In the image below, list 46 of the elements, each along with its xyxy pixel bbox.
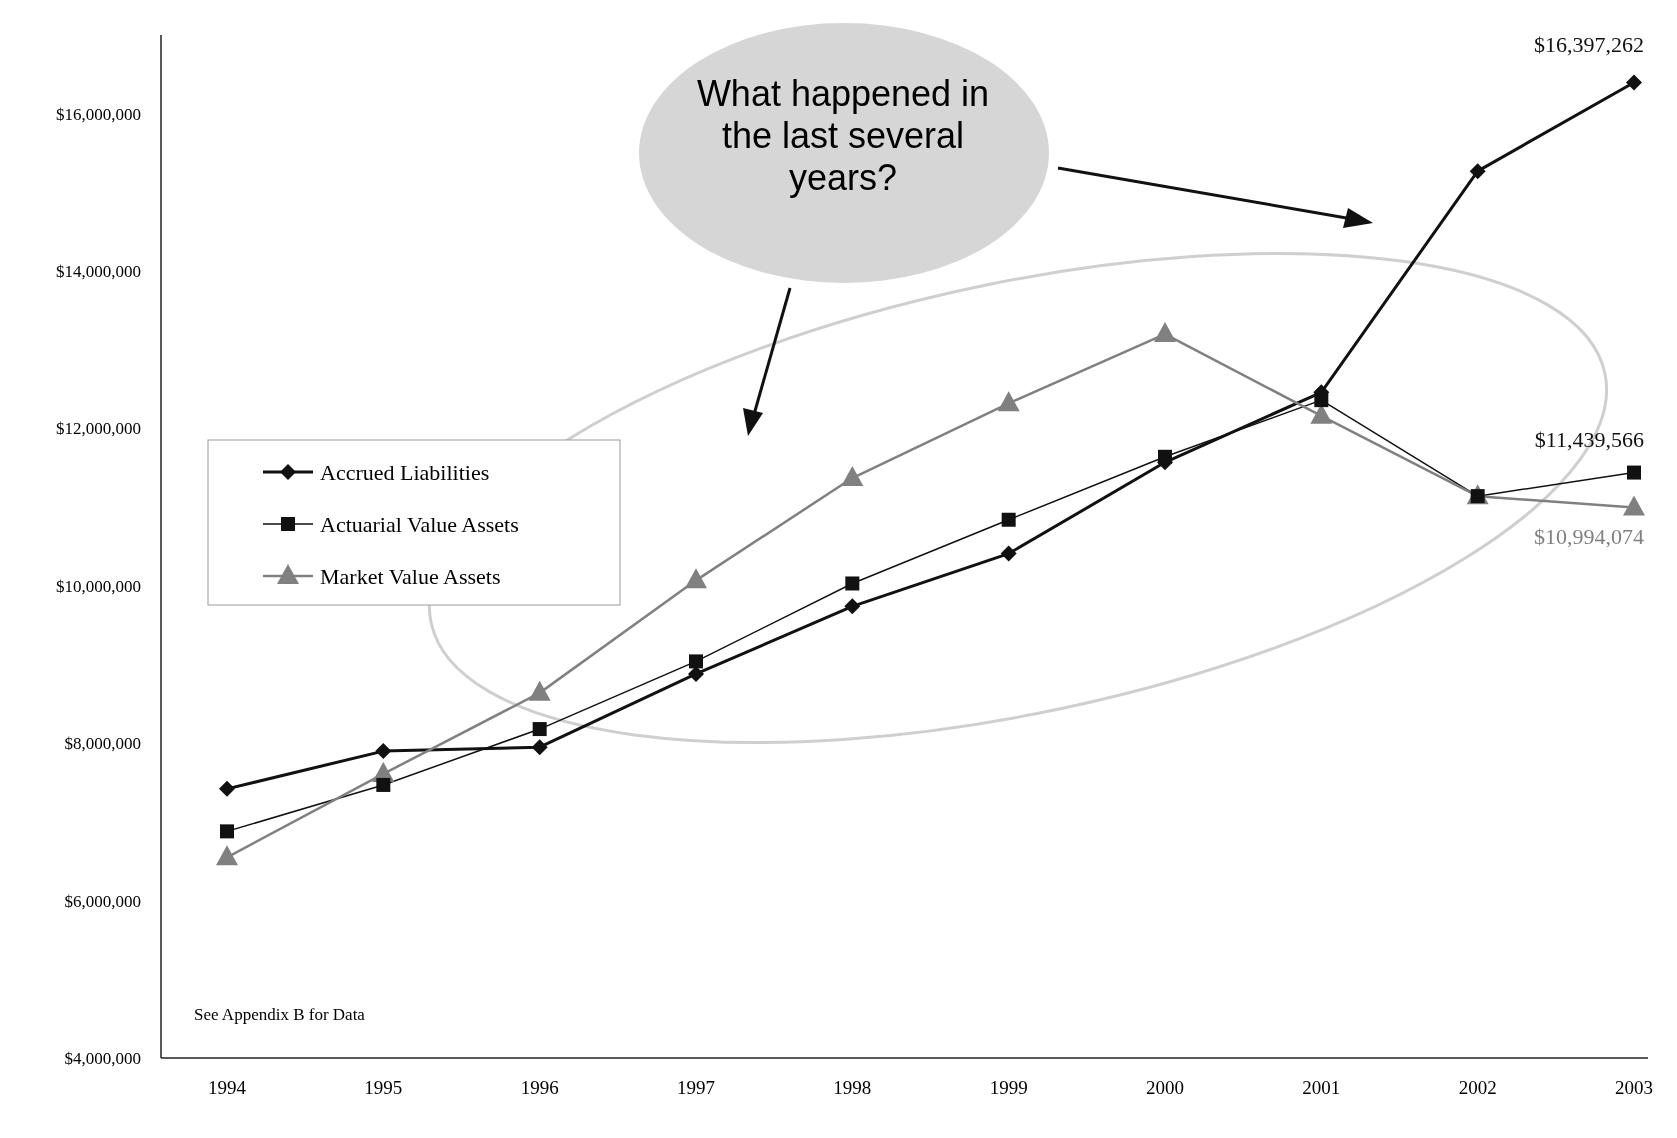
- point: [685, 568, 707, 589]
- y-tick-label: $14,000,000: [56, 262, 141, 282]
- point: [841, 466, 864, 487]
- point: [844, 598, 861, 615]
- point: [845, 576, 860, 591]
- y-tick-label: $12,000,000: [56, 419, 141, 439]
- y-tick-label: $10,000,000: [56, 576, 141, 596]
- point: [220, 824, 234, 839]
- point: [1000, 545, 1017, 562]
- y-tick-label: $4,000,000: [64, 1048, 141, 1068]
- point: [376, 777, 391, 792]
- x-tick-label: 1996: [520, 1077, 559, 1098]
- x-tick-label: 2001: [1302, 1077, 1341, 1098]
- point: [1627, 465, 1641, 480]
- data-label: $11,439,566: [1534, 426, 1644, 452]
- point: [689, 654, 703, 669]
- x-tick-label: 1997: [677, 1077, 715, 1098]
- point: [216, 845, 238, 866]
- x-tick-label: 2002: [1458, 1077, 1497, 1098]
- y-tick-label: $6,000,000: [64, 891, 141, 911]
- point: [219, 780, 235, 797]
- x-tick-label: 2000: [1146, 1077, 1184, 1098]
- point: [532, 722, 547, 737]
- y-tick-label: $8,000,000: [64, 734, 141, 754]
- annotation: What happened in the last several years?: [695, 73, 991, 199]
- x-tick-label: 1995: [364, 1077, 403, 1098]
- point: [1623, 495, 1645, 516]
- point: [375, 743, 392, 760]
- annotation: See Appendix B for Data: [194, 1005, 366, 1024]
- point: [997, 391, 1020, 412]
- legend-label: Accrued Liabilities: [320, 459, 490, 485]
- point: [531, 739, 548, 756]
- x-tick-label: 2003: [1615, 1077, 1653, 1098]
- y-tick-label: $16,000,000: [56, 104, 141, 124]
- point: [1001, 512, 1016, 527]
- legend-label: Actuarial Value Assets: [320, 511, 519, 537]
- x-tick-label: 1999: [989, 1077, 1028, 1098]
- data-label: $16,397,262: [1534, 32, 1644, 58]
- legend-label: Market Value Assets: [320, 563, 501, 589]
- point: [1626, 74, 1642, 91]
- data-label: $10,994,074: [1534, 523, 1644, 549]
- point: [1469, 163, 1486, 180]
- point: [528, 680, 551, 701]
- point: [1154, 322, 1176, 343]
- x-tick-label: 1998: [833, 1077, 872, 1098]
- x-tick-label: 1994: [208, 1077, 247, 1098]
